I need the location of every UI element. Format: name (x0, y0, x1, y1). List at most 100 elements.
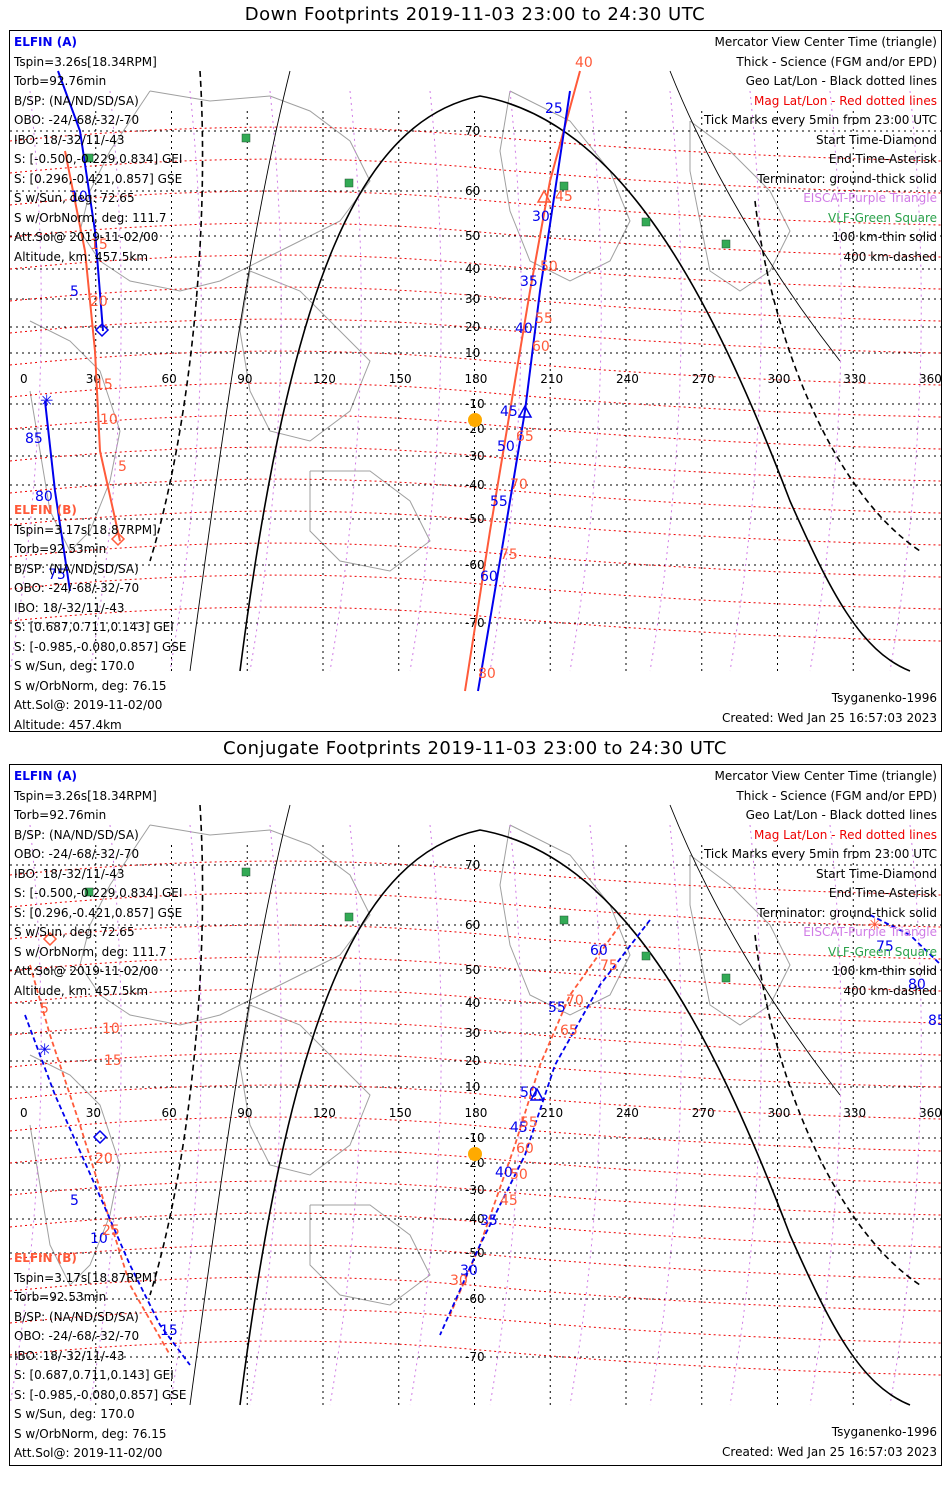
elfin-b-tick-label: 20 (95, 1151, 113, 1167)
map-panel-down: 0 30 60 90 120 150 180 210 240 270 300 330 360 70 60 50… (9, 30, 942, 732)
elfin-b-obo: OBO: -24/-68/-32/-70 (14, 581, 140, 595)
coastline (689, 120, 791, 292)
mag-parallel (10, 126, 941, 162)
elfin-a-s-gei: S: [-0.500,-0.229,0.834] GEI (14, 886, 183, 900)
coastline (239, 1004, 371, 1176)
mag-parallel (10, 1180, 941, 1216)
terminator-ground (239, 95, 911, 672)
vlf-station-square (641, 217, 651, 227)
elfin-b-s-gei: S: [0.687,0.711,0.143] GEI (14, 1368, 174, 1382)
lat-tick-label: 20 (465, 320, 480, 334)
elfin-b-attsol: Att.Sol@: 2019-11-02/00 (14, 1446, 163, 1460)
mag-parallel (10, 254, 941, 290)
vlf-station-square (641, 951, 651, 961)
terminator-400km (754, 934, 921, 1286)
coastline (29, 1054, 121, 1286)
elfin-b-tick-label: 45 (555, 189, 573, 205)
map-svg-conjugate: 0 30 60 90 120 150 180 210 240 270 300 330 360 70 60 50… (10, 804, 941, 1406)
lon-tick-label: 30 (86, 1106, 101, 1120)
elfin-a-orbnorm-angle: S w/OrbNorm, deg: 111.7 (14, 210, 167, 225)
legend-100km: 100 km-thin solid (832, 230, 937, 244)
elfin-a-tick-label: 40 (495, 1165, 513, 1181)
elfin-a-orbnorm-angle: S w/OrbNorm, deg: 111.7 (14, 944, 167, 959)
elfin-a-tick-label: 10 (70, 189, 88, 205)
elfin-a-tspin: Tspin=3.26s[18.34RPM] (14, 788, 157, 803)
legend-tick-marks: Tick Marks every 5min from 23:00 UTC (703, 113, 937, 127)
lon-tick-label: 330 (843, 372, 866, 386)
elfin-a-tick-label: 30 (532, 209, 550, 225)
legend-view-center: Mercator View Center Time (triangle) (714, 35, 937, 49)
mag-parallel (10, 350, 941, 386)
lon-tick-label: 90 (237, 372, 252, 386)
elfin-a-torb: Torb=92.76min (14, 74, 107, 88)
legend-vlf: VLF-Green Square (828, 944, 937, 959)
lon-tick-label: 0 (20, 372, 28, 386)
elfin-b-tick-label: 80 (478, 666, 496, 682)
legend-vlf: VLF-Green Square (828, 210, 937, 225)
lat-tick-label: 50 (465, 963, 480, 977)
elfin-a-ibo: IBO: 18/-32/11/-43 (14, 132, 125, 147)
elfin-b-torb: Torb=92.53min (14, 1290, 107, 1304)
elfin-a-tick-label: 45 (510, 1120, 528, 1136)
elfin-b-track (29, 964, 171, 1356)
mag-parallel (10, 988, 941, 1024)
lat-tick-label: 20 (465, 1054, 480, 1068)
mag-parallel (10, 190, 941, 226)
mag-parallel (10, 1276, 941, 1312)
elfin-b-title: ELFIN (B) (14, 1251, 77, 1265)
elfin-b-attsol: Att.Sol@: 2019-11-02/00 (14, 698, 163, 712)
elfin-b-tick-label: 40 (575, 55, 593, 71)
legend-geo-grid: Geo Lat/Lon - Black dotted lines (745, 808, 937, 822)
elfin-a-track (24, 1014, 191, 1366)
mag-parallel (10, 1052, 941, 1088)
mag-parallel (10, 1116, 941, 1152)
elfin-b-tick-label: 55 (520, 1115, 538, 1131)
elfin-b-track (449, 924, 621, 1316)
mag-parallel (10, 892, 941, 928)
elfin-b-s-gse: S: [-0.985,-0.080,0.857] GSE (14, 1387, 187, 1402)
elfin-a-obo: OBO: -24/-68/-32/-70 (14, 847, 140, 861)
elfin-b-tick-label: 45 (500, 1193, 518, 1209)
vlf-station-square (241, 133, 251, 143)
elfin-b-tick-label: 15 (90, 237, 108, 253)
elfin-a-s-gse: S: [0.296,-0.421,0.857] GSE (14, 905, 183, 920)
legend-geo-grid: Geo Lat/Lon - Black dotted lines (745, 74, 937, 88)
lat-tick-label: 30 (465, 1026, 480, 1040)
legend-eiscat: EISCAT-Purple Triangle (803, 191, 937, 205)
mag-meridian (249, 90, 282, 672)
mag-parallel (10, 606, 941, 642)
lat-tick-label: 10 (465, 346, 480, 360)
elfin-b-info: ELFIN (B) Tspin=3.17s[18.87RPM] Torb=92.… (14, 501, 187, 731)
elfin-b-tick-label: 10 (102, 1021, 120, 1037)
elfin-a-track (869, 914, 941, 966)
legend: Mercator View Center Time (triangle) Thi… (704, 33, 937, 267)
lat-tick-label: -10 (465, 397, 485, 411)
lat-tick-label: -30 (465, 1183, 485, 1197)
terminator-100km (189, 70, 291, 672)
mag-parallel (10, 158, 941, 194)
lat-tick-label: -60 (465, 1292, 485, 1306)
legend-eiscat: EISCAT-Purple Triangle (803, 925, 937, 939)
elfin-a-tick-label: 80 (908, 977, 926, 993)
elfin-b-info: ELFIN (B) Tspin=3.17s[18.87RPM] Torb=92.… (14, 1249, 187, 1465)
lat-tick-label: 60 (465, 918, 480, 932)
lon-tick-label: 210 (540, 372, 563, 386)
model-label: Tsyganenko-1996 (831, 691, 937, 705)
lon-tick-label: 360 (919, 372, 941, 386)
legend: Mercator View Center Time (triangle) Thi… (704, 767, 937, 1001)
elfin-a-tick-label: 80 (35, 489, 53, 505)
coastline (29, 320, 121, 552)
lat-tick-label: -40 (465, 478, 485, 492)
terminator-400km (149, 70, 204, 562)
elfin-b-tick-label: 55 (535, 311, 553, 327)
elfin-a-attsol: Att.Sol@ 2019-11-02/00 (14, 230, 159, 244)
elfin-b-tick-label: 10 (100, 412, 118, 428)
elfin-a-sun-angle: S w/Sun, deg: 72.65 (14, 925, 135, 939)
elfin-b-tick-label: 60 (516, 1141, 534, 1157)
elfin-a-bsp: B/SP: (NA/ND/SD/SA) (14, 827, 139, 842)
lat-tick-label: 10 (465, 1080, 480, 1094)
coastline (309, 470, 431, 572)
elfin-a-tick-label: 10 (90, 1231, 108, 1247)
mag-meridian (569, 824, 602, 1406)
model-label: Tsyganenko-1996 (831, 1425, 937, 1439)
